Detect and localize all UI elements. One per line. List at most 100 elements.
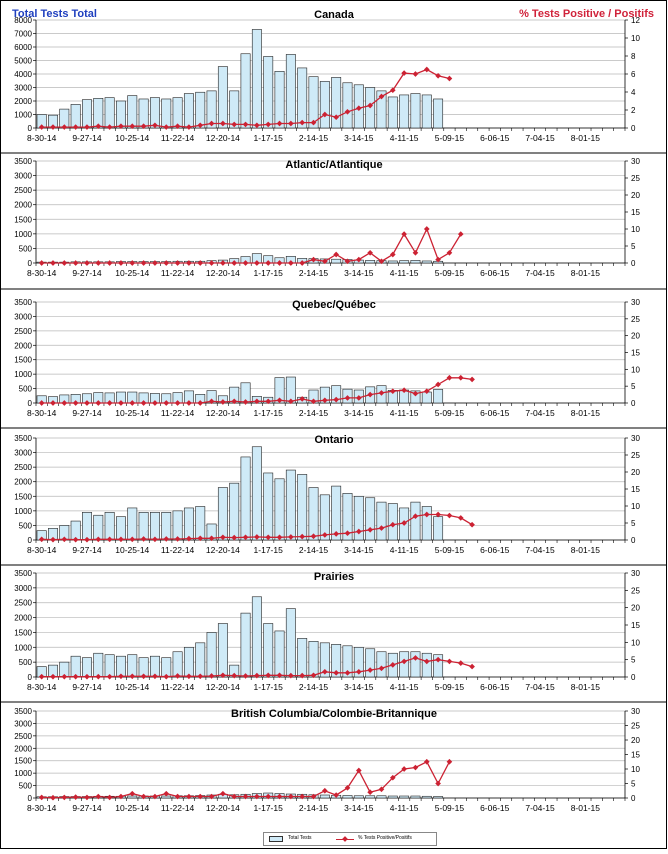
bar-total-tests (297, 67, 308, 129)
left-tick-label: 500 (19, 658, 33, 667)
x-tick-label: 10-25-14 (115, 408, 149, 418)
point-percent-positive (152, 122, 158, 129)
point-percent-positive (197, 673, 204, 680)
bar-total-tests (274, 71, 285, 129)
bar-total-tests (421, 652, 432, 678)
x-tick-label: 8-30-14 (27, 133, 57, 143)
point-percent-positive (457, 660, 464, 666)
bar-total-tests (82, 99, 92, 129)
x-tick-label: 6-06-15 (480, 682, 510, 692)
chart-panel-4: 0 500 1000 1500 2000 2500 3000 3500 0 5 10 15 20 25 30… (1, 564, 667, 692)
point-percent-positive (276, 672, 283, 679)
point-percent-positive (95, 400, 102, 406)
point-percent-positive (208, 120, 215, 127)
left-tick-label: 2500 (14, 599, 32, 608)
point-percent-positive (163, 673, 170, 680)
point-percent-positive (220, 120, 226, 127)
x-tick-label: 12-20-14 (206, 803, 240, 813)
left-tick-label: 3000 (14, 312, 32, 321)
bar-total-tests (365, 795, 376, 799)
left-tick-label: 8000 (14, 16, 32, 25)
left-tick-label: 500 (19, 782, 33, 791)
left-tick-label: 3000 (14, 584, 32, 593)
right-tick-label: 15 (631, 349, 640, 358)
point-percent-positive (435, 780, 441, 787)
point-percent-positive (367, 526, 373, 533)
bar-total-tests (319, 494, 330, 541)
bar-total-tests (365, 497, 376, 541)
chart-panel-3: 0 500 1000 1500 2000 2500 3000 3500 0 5 10 15 20 25 30… (1, 427, 667, 555)
point-percent-positive (72, 400, 79, 406)
point-percent-positive (152, 260, 158, 266)
left-tick-label: 1000 (14, 507, 32, 516)
x-tick-label: 2-14-15 (299, 803, 329, 813)
bar-total-tests (195, 642, 206, 678)
x-tick-label: 9-27-14 (72, 268, 102, 278)
x-tick-label: 1-17-15 (254, 268, 284, 278)
point-percent-positive (322, 668, 328, 675)
point-percent-positive (95, 123, 102, 130)
left-tick-label: 3000 (14, 719, 32, 728)
x-tick-label: 4-11-15 (390, 268, 419, 278)
point-percent-positive (186, 400, 192, 406)
point-percent-positive (220, 399, 226, 405)
bar-total-tests (342, 795, 353, 799)
point-percent-positive (254, 534, 260, 540)
point-percent-positive (106, 400, 113, 406)
bar-total-tests (331, 385, 342, 404)
right-tick-label: 30 (631, 707, 640, 716)
x-tick-label: 7-04-15 (525, 133, 555, 143)
point-percent-positive (242, 793, 249, 800)
point-percent-positive (61, 260, 68, 266)
point-percent-positive (186, 535, 192, 542)
bar-total-tests (183, 646, 194, 678)
bar-total-tests (331, 77, 342, 129)
point-percent-positive (276, 534, 283, 541)
point-percent-positive (355, 105, 362, 112)
bar-total-tests (433, 516, 444, 541)
point-percent-positive (423, 66, 430, 73)
point-percent-positive (140, 536, 147, 542)
point-percent-positive (355, 256, 362, 263)
x-tick-label: 4-11-15 (390, 803, 419, 813)
right-tick-label: 20 (631, 604, 640, 613)
point-percent-positive (344, 395, 351, 401)
x-tick-label: 6-06-15 (480, 133, 510, 143)
bar-total-tests (93, 514, 104, 541)
bar-total-tests (399, 260, 410, 264)
point-percent-positive (401, 387, 407, 394)
point-percent-positive (355, 528, 362, 535)
right-tick-label: 25 (631, 315, 640, 324)
right-tick-label: 15 (631, 485, 640, 494)
point-percent-positive (231, 793, 238, 800)
point-percent-positive (152, 673, 158, 680)
point-percent-positive (231, 121, 238, 128)
bar-total-tests (263, 623, 274, 678)
x-tick-label: 6-06-15 (480, 268, 510, 278)
point-percent-positive (446, 249, 453, 256)
point-percent-positive (288, 534, 294, 540)
point-percent-positive (469, 376, 475, 383)
left-tick-label: 2000 (14, 201, 32, 210)
bar-total-tests (433, 654, 444, 678)
point-percent-positive (254, 260, 260, 266)
point-percent-positive (208, 793, 215, 800)
x-tick-label: 2-14-15 (299, 268, 329, 278)
point-percent-positive (140, 400, 147, 406)
point-percent-positive (38, 536, 45, 543)
point-percent-positive (401, 658, 407, 665)
point-percent-positive (220, 790, 226, 797)
x-tick-label: 6-06-15 (480, 408, 510, 418)
x-tick-label: 8-30-14 (27, 545, 57, 555)
point-percent-positive (118, 260, 124, 266)
point-percent-positive (118, 123, 124, 130)
point-percent-positive (378, 93, 385, 100)
point-percent-positive (435, 72, 441, 79)
bar-total-tests (263, 56, 274, 129)
x-tick-label: 9-27-14 (72, 545, 102, 555)
point-percent-positive (174, 673, 181, 679)
bar-total-tests (433, 98, 444, 129)
legend-line-label: % Tests Positive/Positifs (358, 835, 412, 841)
panel-title: British Columbia/Colombie-Britannique (231, 708, 437, 720)
point-percent-positive (163, 400, 170, 406)
